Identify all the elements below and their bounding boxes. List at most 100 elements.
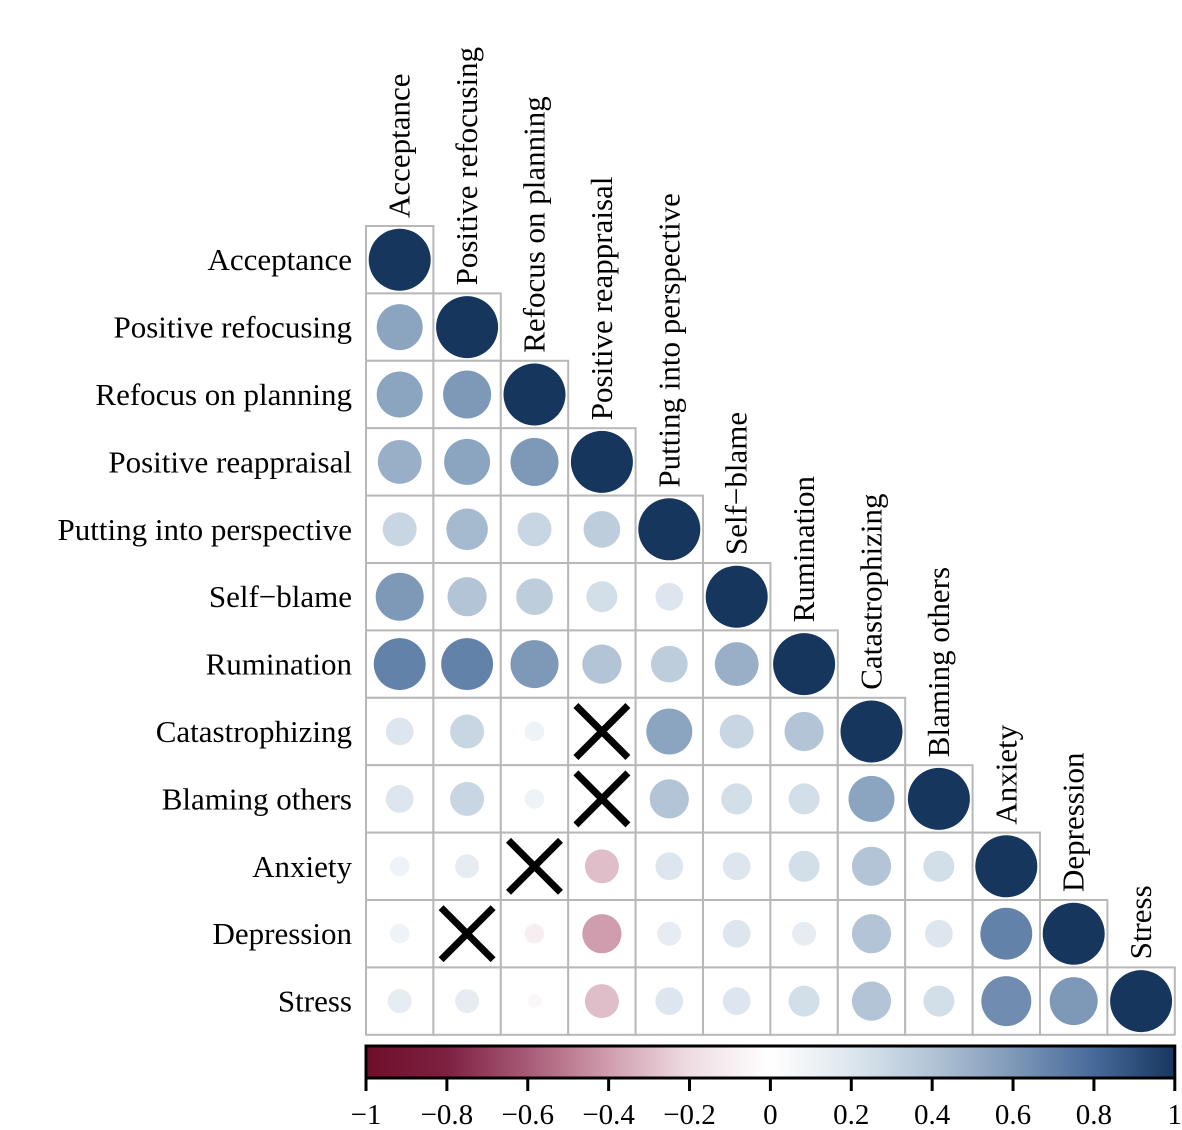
- column-label: Blaming others: [921, 567, 956, 757]
- colorbar-tick-label: 1: [1168, 1099, 1182, 1130]
- column-label: Rumination: [786, 476, 821, 623]
- correlation-circle: [722, 852, 751, 881]
- correlation-circle: [517, 512, 552, 547]
- correlation-circle: [503, 363, 566, 426]
- column-labels: Acceptance Positive refocusing Refocus on …: [382, 47, 1158, 960]
- correlation-circle: [444, 438, 491, 485]
- correlation-circle: [450, 781, 485, 816]
- column-label: Refocus on planning: [517, 96, 552, 353]
- correlation-circle: [376, 371, 423, 418]
- correlation-circle: [788, 783, 820, 815]
- row-label: Positive reappraisal: [108, 444, 352, 479]
- column-label: Acceptance: [382, 73, 417, 218]
- colorbar-tick-label: −0.2: [663, 1099, 716, 1130]
- correlation-circle: [722, 919, 751, 948]
- column-label: Putting into perspective: [651, 193, 686, 487]
- correlation-circle: [389, 856, 410, 877]
- colorbar-tick-label: −0.6: [501, 1099, 554, 1130]
- correlation-circle: [773, 633, 836, 696]
- column-label: Anxiety: [988, 724, 1023, 824]
- correlation-circle: [788, 985, 820, 1017]
- nonsignificant-x-marks: [438, 703, 631, 963]
- row-label: Positive refocusing: [114, 310, 353, 345]
- column-label: Positive refocusing: [449, 47, 484, 286]
- correlation-circle: [376, 304, 423, 351]
- colorbar-tick-label: 0.8: [1076, 1099, 1112, 1130]
- correlation-circle: [586, 581, 618, 613]
- row-label: Stress: [278, 984, 352, 1019]
- correlation-circle: [510, 437, 559, 486]
- correlation-circle: [387, 989, 412, 1014]
- correlation-circle: [848, 775, 895, 822]
- correlation-circle: [450, 714, 485, 749]
- nonsig-x-mark-icon: [573, 703, 631, 760]
- correlation-circle: [907, 767, 970, 830]
- correlation-circle: [975, 835, 1038, 898]
- correlation-circle: [1110, 970, 1173, 1033]
- colorbar-tick-label: 0.6: [995, 1099, 1031, 1130]
- nonsig-x-mark-icon: [573, 770, 631, 828]
- correlation-circle: [851, 914, 892, 954]
- correlation-circle: [389, 923, 410, 944]
- correlation-circle: [655, 987, 684, 1015]
- correlation-circle: [721, 783, 753, 815]
- correlation-circle: [1042, 902, 1105, 965]
- correlation-circle: [714, 642, 759, 687]
- correlation-circle: [923, 985, 955, 1017]
- correlation-circle: [981, 976, 1032, 1027]
- row-label: Catastrophizing: [156, 714, 352, 749]
- correlation-circle: [441, 638, 494, 691]
- correlation-circle: [582, 914, 622, 954]
- correlation-circle: [851, 981, 892, 1021]
- correlation-circle: [375, 572, 424, 621]
- column-label: Stress: [1123, 885, 1158, 959]
- colorbar-gradient: [364, 1044, 1177, 1080]
- matrix-cell: [567, 494, 637, 565]
- correlation-circle: [382, 512, 417, 547]
- correlation-circle: [373, 638, 426, 691]
- correlation-circle: [582, 644, 622, 684]
- colorbar-tick-label: −0.4: [582, 1099, 635, 1130]
- nonsig-x-mark-icon: [438, 905, 496, 963]
- correlation-circle: [705, 565, 768, 628]
- correlation-circle: [650, 645, 688, 683]
- correlation-circle: [377, 439, 422, 484]
- correlation-circle: [655, 852, 684, 881]
- correlation-circle: [638, 498, 701, 561]
- column-label: Depression: [1056, 752, 1091, 892]
- correlation-circle: [584, 984, 619, 1019]
- correlation-circle: [455, 854, 480, 879]
- correlation-circle: [516, 578, 553, 616]
- row-label: Depression: [213, 916, 353, 951]
- colorbar: −1 −0.8 −0.6 −0.4 −0.2 0 0.2 0.4 0.6 0.8 1: [351, 1044, 1182, 1130]
- correlation-circle: [784, 711, 824, 752]
- correlation-circle: [447, 577, 487, 617]
- row-label: Anxiety: [252, 849, 352, 884]
- correlation-circle: [1049, 977, 1098, 1026]
- correlation-circle: [584, 849, 619, 884]
- correlation-circle: [923, 850, 955, 882]
- row-label: Blaming others: [162, 781, 352, 816]
- correlation-circle: [455, 989, 480, 1014]
- colorbar-tick-label: 0: [763, 1099, 778, 1130]
- correlation-circle: [443, 370, 492, 419]
- correlation-circle: [840, 700, 903, 763]
- correlation-circle: [570, 430, 633, 493]
- colorbar-tick-label: −1: [351, 1099, 382, 1130]
- correlation-circle: [510, 640, 559, 689]
- correlation-circle: [655, 582, 684, 611]
- correlation-circle: [524, 923, 545, 944]
- row-label: Rumination: [206, 647, 353, 682]
- colorbar-tick-label: 0.2: [833, 1099, 869, 1130]
- row-label: Acceptance: [207, 242, 352, 277]
- correlation-circle: [524, 789, 545, 809]
- correlation-circle: [524, 721, 545, 742]
- correlation-circle: [583, 510, 621, 548]
- nonsig-x-mark-icon: [506, 837, 563, 895]
- correlation-circle: [385, 717, 414, 746]
- correlation-circle: [851, 846, 892, 886]
- correlation-circle: [646, 708, 693, 755]
- column-label: Self−blame: [719, 412, 754, 555]
- row-label: Putting into perspective: [58, 512, 352, 547]
